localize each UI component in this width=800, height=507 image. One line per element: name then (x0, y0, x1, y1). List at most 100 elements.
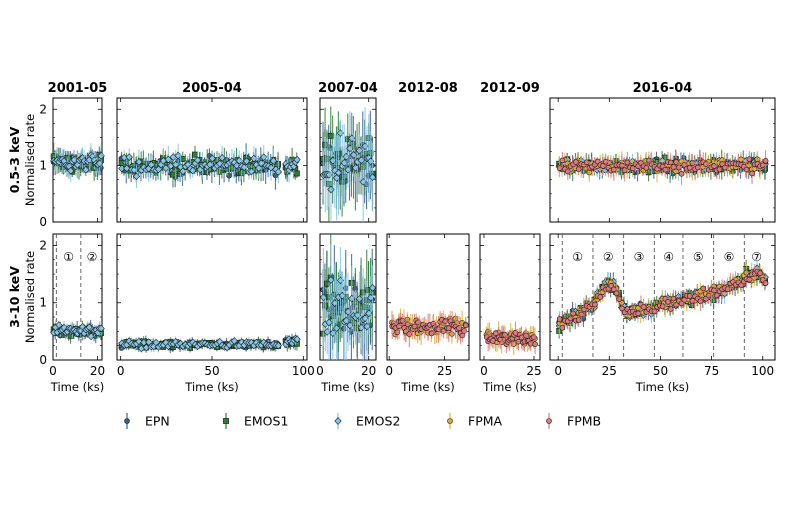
x-tick-label: 0 (49, 364, 57, 378)
point-FPMB (616, 296, 623, 302)
x-axis-label: Time (ks) (320, 380, 374, 394)
segment-label: ⑤ (693, 250, 704, 264)
point-EMOS2 (208, 154, 216, 163)
point-FPMB (559, 325, 566, 331)
point-FPMB (624, 159, 631, 166)
data-points (555, 149, 769, 185)
row-band-label: 3-10 keV (7, 266, 22, 328)
segment-label: ③ (634, 250, 645, 264)
point-FPMB (559, 157, 566, 164)
legend-entry: FPMA (447, 413, 503, 429)
y-axis-label: Normalised rate (23, 251, 37, 343)
point-FPMB (713, 292, 720, 299)
point-EMOS2 (218, 153, 226, 162)
point-EMOS2 (87, 332, 95, 341)
point-FPMB (635, 310, 642, 317)
point-FPMB (583, 159, 590, 166)
segment-label: ④ (663, 250, 674, 264)
x-axis-label: Time (ks) (635, 380, 689, 394)
data-points (319, 234, 377, 360)
point-EMOS2 (327, 276, 335, 284)
x-axis-label: Time (ks) (184, 380, 238, 394)
point-FPMB (686, 293, 693, 299)
axes-frame (386, 233, 470, 361)
hard-axes: 0 50 100 Time (ks) (116, 233, 315, 394)
legend-label: EMOS2 (356, 414, 400, 429)
panel-title: 2001-05 (48, 81, 108, 96)
legend-entry: EMOS1 (223, 413, 288, 429)
x-tick-label: 20 (361, 364, 376, 378)
panel-2016: 2016-04 ① ② ③ ④ ⑤ ⑥ ⑦ 0 25 50 75 100 Time (ks) (549, 81, 776, 394)
point-EMOS2 (269, 157, 278, 165)
point-FPMB (757, 270, 763, 276)
point-FPMB (667, 159, 674, 166)
point-FPMB (678, 171, 685, 177)
point-FPMB (705, 292, 712, 299)
segment-label: ① (572, 250, 583, 264)
point-EMOS2 (274, 341, 282, 350)
point-FPMB (621, 167, 628, 173)
point-FPMB (570, 310, 576, 317)
data-points (555, 259, 769, 339)
x-tick-label: 25 (526, 364, 541, 378)
point-EMOS2 (333, 324, 341, 333)
x-tick-label: 0 (480, 364, 488, 378)
point-FPMB (665, 299, 671, 305)
point-FPMB (695, 164, 701, 171)
x-tick-label: 50 (204, 364, 219, 378)
legend-label: FPMB (567, 414, 601, 429)
point-FPMB (760, 162, 766, 169)
point-EMOS2 (369, 173, 377, 181)
point-EMOS1 (192, 151, 198, 158)
x-tick-label: 0 (554, 364, 562, 378)
legend-label: EPN (145, 414, 170, 429)
point-FPMB (643, 165, 650, 171)
point-FPMB (711, 287, 717, 294)
point-EMOS2 (125, 153, 133, 161)
point-FPMA (447, 418, 453, 424)
point-FPMB (532, 341, 538, 347)
point-FPMB (575, 166, 582, 173)
row-band-label: 0.5-3 keV (7, 126, 22, 193)
point-EMOS2 (135, 158, 143, 166)
panel-2012-09: 2012-09 0 25 Time (ks) (479, 81, 542, 394)
point-FPMB (762, 280, 769, 287)
panel-2005: 2005-04 0 50 100 Time (ks) (116, 81, 315, 394)
point-FPMB (567, 315, 574, 322)
y-tick-label: 1 (39, 296, 47, 310)
panel-title: 2016-04 (633, 81, 693, 96)
data-points (389, 308, 469, 348)
y-tick-label: 0 (39, 353, 47, 367)
point-FPMB (556, 316, 563, 322)
x-axis-label: Time (ks) (400, 380, 454, 394)
point-EMOS2 (132, 172, 141, 181)
data-points (319, 106, 377, 222)
x-tick-label: 25 (437, 364, 452, 378)
legend: EPN EMOS1 EMOS2 FPMA FPMB (124, 413, 601, 429)
point-EMOS2 (97, 324, 105, 333)
point-EMOS2 (369, 284, 377, 292)
point-EMOS2 (274, 168, 282, 176)
point-EMOS2 (260, 153, 268, 161)
point-FPMB (597, 294, 604, 300)
soft-axes (549, 97, 776, 223)
point-FPMB (746, 156, 753, 163)
y-axis-label: Normalised rate (23, 114, 37, 206)
point-FPMB (564, 168, 571, 175)
x-axis-label: Time (ks) (482, 380, 536, 394)
point-EMOS2 (82, 166, 90, 174)
point-FPMB (602, 158, 609, 165)
data-points (118, 332, 301, 354)
point-EMOS2 (355, 295, 363, 303)
axes-frame (549, 233, 776, 361)
point-FPMB (700, 285, 707, 292)
point-FPMB (659, 303, 666, 310)
y-tick-label: 2 (39, 238, 47, 252)
panel-2012-08: 2012-08 0 25 Time (ks) (385, 81, 470, 394)
y-tick-label: 0 (39, 215, 47, 229)
point-FPMB (592, 301, 598, 308)
point-FPMB (651, 308, 658, 315)
